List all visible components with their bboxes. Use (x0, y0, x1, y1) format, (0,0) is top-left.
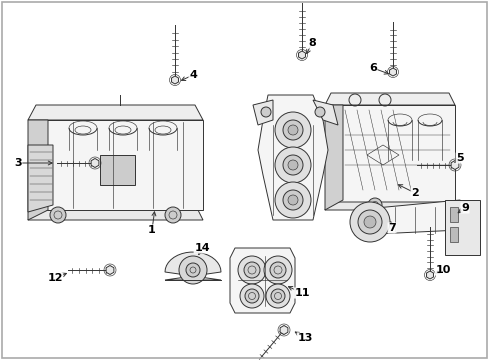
Polygon shape (252, 100, 272, 125)
Polygon shape (229, 248, 294, 313)
Polygon shape (450, 161, 458, 170)
Circle shape (287, 125, 297, 135)
Circle shape (367, 198, 381, 212)
Circle shape (240, 284, 264, 308)
Polygon shape (28, 210, 203, 220)
Circle shape (283, 190, 303, 210)
Circle shape (287, 160, 297, 170)
Circle shape (265, 284, 289, 308)
Text: 1: 1 (148, 225, 156, 235)
Circle shape (314, 107, 325, 117)
Polygon shape (164, 252, 221, 280)
Polygon shape (325, 93, 454, 105)
Polygon shape (91, 158, 99, 167)
Circle shape (261, 107, 270, 117)
Circle shape (287, 195, 297, 205)
Circle shape (274, 112, 310, 148)
Circle shape (244, 289, 259, 303)
Polygon shape (280, 325, 287, 334)
Bar (449, 227, 457, 242)
Circle shape (269, 262, 285, 278)
Text: 11: 11 (294, 288, 309, 298)
Text: 12: 12 (47, 273, 62, 283)
Polygon shape (28, 145, 53, 212)
Bar (444, 200, 479, 255)
Bar (100, 155, 135, 185)
Text: 2: 2 (410, 188, 418, 198)
Polygon shape (106, 266, 114, 274)
Text: 10: 10 (434, 265, 450, 275)
Circle shape (164, 207, 181, 223)
Polygon shape (325, 105, 342, 210)
Bar (325, 105, 454, 205)
Bar (449, 207, 457, 222)
Polygon shape (28, 120, 48, 220)
Circle shape (283, 120, 303, 140)
Circle shape (264, 256, 291, 284)
Text: 8: 8 (307, 38, 315, 48)
Text: 9: 9 (460, 203, 468, 213)
Circle shape (274, 182, 310, 218)
Polygon shape (171, 76, 178, 84)
Polygon shape (312, 100, 337, 125)
Circle shape (283, 155, 303, 175)
Polygon shape (426, 271, 432, 279)
Circle shape (274, 147, 310, 183)
Circle shape (357, 210, 381, 234)
Circle shape (349, 202, 389, 242)
Polygon shape (354, 200, 469, 235)
Circle shape (185, 263, 200, 277)
Text: 13: 13 (297, 333, 312, 343)
Circle shape (50, 207, 66, 223)
Circle shape (363, 216, 375, 228)
Circle shape (238, 256, 265, 284)
Circle shape (179, 256, 206, 284)
Circle shape (244, 262, 260, 278)
Bar (28, 120, 203, 210)
Polygon shape (258, 95, 327, 220)
Polygon shape (389, 68, 396, 76)
Text: 5: 5 (455, 153, 463, 163)
Polygon shape (325, 202, 454, 210)
Polygon shape (28, 105, 203, 120)
Text: 14: 14 (194, 243, 209, 253)
Circle shape (270, 289, 285, 303)
Text: 7: 7 (387, 223, 395, 233)
Text: 4: 4 (189, 70, 197, 80)
Text: 6: 6 (368, 63, 376, 73)
Polygon shape (298, 51, 305, 59)
Text: 3: 3 (14, 158, 22, 168)
